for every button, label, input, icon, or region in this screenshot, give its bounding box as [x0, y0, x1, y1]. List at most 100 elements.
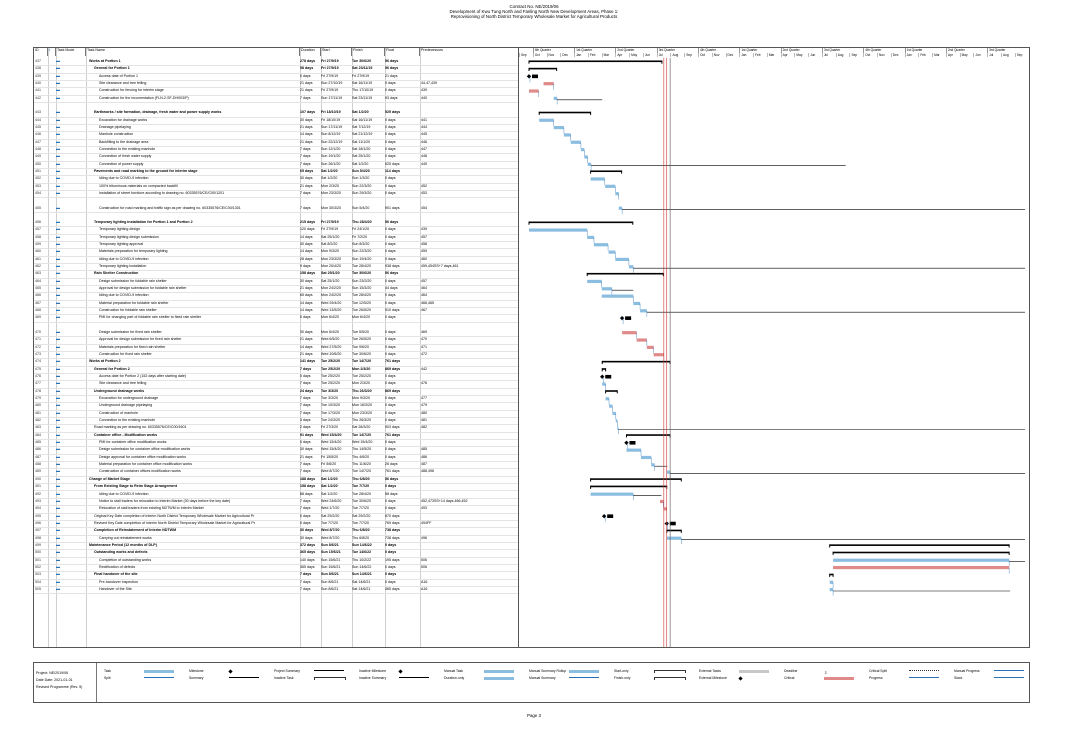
task-row[interactable]: 493 ▬ Notice to stall traders for relocati…	[34, 498, 518, 507]
task-duration: 14 days	[300, 234, 313, 239]
task-row[interactable]: 450 ▬ Connection of power supply 7 days Sun …	[34, 161, 518, 169]
task-start: Sun 15/6/21	[321, 550, 341, 555]
task-row[interactable]: 491 ▬ From Existing Stage to Reim Stage Ar…	[34, 483, 518, 492]
task-finish: Sun 14/6/21	[352, 572, 372, 577]
task-row[interactable]: 498 ▬ Carrying out reinstatement works 30 d…	[34, 535, 518, 543]
task-row[interactable]: 481 ▬ Construction of manhole 7 days Tue 17/…	[34, 410, 518, 419]
task-row[interactable]: 442 ▬ Construction for the incumentation (…	[34, 95, 518, 104]
task-row[interactable]: 447 ▬ Backfilling to the drainage area 21 d…	[34, 139, 518, 147]
task-row[interactable]: 437 ▬ Works at Portion 1 278 days Fri 27/9/1…	[34, 58, 518, 67]
task-row[interactable]: 482 ▬ Connection to the existing manhole 3 …	[34, 417, 518, 426]
legend-label: Critical	[784, 676, 795, 680]
task-row[interactable]: 501 ▬ Completion of outstanding works 140 d…	[34, 557, 518, 565]
task-row[interactable]: 489 ▬ Construction of container offices mo…	[34, 468, 518, 477]
task-row[interactable]: 473 ▬ Construction for fixed rain shelter 2…	[34, 351, 518, 360]
col-predecessors[interactable]: Predecessors	[421, 48, 443, 52]
task-row[interactable]: 497 ▬ Completion of Reinstatement of Inter…	[34, 527, 518, 536]
task-row[interactable]: 463 ▬ Rain Shelter Construction 158 days Sat…	[34, 270, 518, 279]
col-duration[interactable]: Duration	[300, 48, 321, 56]
col-start[interactable]: Start	[321, 48, 352, 56]
task-row[interactable]: 472 ▬ Materials preparation for fixed rain…	[34, 344, 518, 353]
task-row[interactable]: 456 ▬ Temporary lighting installation for …	[34, 219, 518, 228]
task-predecessors: 464	[421, 286, 427, 291]
task-row[interactable]: 496 ▬ Revised Key Date completion of inter…	[34, 520, 518, 529]
task-row[interactable]: 484 ▬ Container office - Modification work…	[34, 432, 518, 441]
task-row[interactable]: 441 ▬ Construction for fencing for interim…	[34, 87, 518, 96]
legend-label: Manual Summary	[529, 676, 556, 680]
task-row[interactable]: 487 ▬ Design approval for container office…	[34, 454, 518, 463]
task-row[interactable]: 439 ▬ Access date of Portion 1 0 days Fri 27…	[34, 73, 518, 81]
task-row[interactable]: 478 ▬ Underground drainage works 24 days Tue…	[34, 388, 518, 397]
task-row[interactable]: 457 ▬ Temporary lighting design 120 days Fri…	[34, 226, 518, 235]
task-row[interactable]: 438 ▬ General for Portion 1 58 days Fri 27/9…	[34, 65, 518, 74]
task-row[interactable]: 466 ▬ Idling due to COVID-9 infection 65 da…	[34, 292, 518, 301]
task-row[interactable]: 448 ▬ Connection to the existing manhole 7 …	[34, 146, 518, 155]
col-task-name[interactable]: Task Name	[86, 48, 300, 56]
task-row[interactable]: 455 ▬ Construction for road marking and tr…	[34, 205, 518, 213]
task-row[interactable]: 476 ▬ Access date for Portion 2 (152 days …	[34, 373, 518, 382]
summary-bar	[829, 544, 1010, 546]
task-bar	[601, 294, 634, 298]
task-row[interactable]: 474 ▬ Works at Portion 2 141 days Tue 25/2/2…	[34, 358, 518, 367]
task-row[interactable]: 458 ▬ Temporary lighting design submission…	[34, 234, 518, 243]
task-row[interactable]: 492 ▬ Idling due to COVID-9 infection 88 da…	[34, 491, 518, 499]
task-row[interactable]: 488 ▬ Material preparation for container o…	[34, 461, 518, 470]
task-row[interactable]: 452 ▬ Idling due to COVID-9 infection 30 da…	[34, 175, 518, 184]
task-row[interactable]: 443 ▬ Earthworks / site formation, drainag…	[34, 109, 518, 118]
task-duration: 141 days	[300, 359, 316, 364]
task-row[interactable]: 446 ▬ Manhole construction 14 days Sun 8/12/…	[34, 131, 518, 140]
task-finish: Sun 23/2/20	[352, 278, 372, 283]
task-row[interactable]: 485 ▬ PMI for container office modificatio…	[34, 439, 518, 448]
task-row[interactable]: 505 ▬ Handover of the Site 7 days Sun 8/6/21…	[34, 586, 518, 595]
task-row[interactable]: 470 ▬ Design submission for fixed rain she…	[34, 329, 518, 338]
task-row[interactable]: 504 ▬ Pre-handover inspection 7 days Sun 8/6…	[34, 579, 518, 587]
task-row[interactable]: 464 ▬ Design submission for foldable rain …	[34, 278, 518, 287]
task-row[interactable]: 465 ▬ Approval for design submission for f…	[34, 285, 518, 294]
task-bar	[529, 228, 588, 232]
task-row[interactable]: 503 ▬ Final handover of the site 7 days Sun …	[34, 571, 518, 580]
task-row[interactable]: 479 ▬ Excavation for underground drainage 7…	[34, 395, 518, 404]
task-row[interactable]: 444 ▬ Excavation for drainage works 30 days…	[34, 117, 518, 125]
task-row[interactable]: 499 ▬ Maintenance Period (12 months of DLP…	[34, 542, 518, 551]
task-row[interactable]: 494 ▬ Relocation of stall traders from exi…	[34, 505, 518, 514]
summary-end-tick	[590, 170, 592, 174]
task-row[interactable]: 460 ▬ Materials preparation for temporary …	[34, 248, 518, 257]
task-row[interactable]: 486 ▬ Design submission for container offi…	[34, 446, 518, 455]
task-row[interactable]: 490 ▬ Change of Market Stage 188 days Sat 1/…	[34, 476, 518, 485]
col-info-icon[interactable]: i	[48, 48, 56, 56]
task-float: 195 days	[385, 557, 400, 562]
task-row[interactable]: 471 ▬ Approval for design submission for f…	[34, 336, 518, 345]
task-duration: 0 days	[300, 440, 311, 445]
task-row[interactable]: 495 ▬ Original Key Date completion of inte…	[34, 513, 518, 521]
task-row[interactable]: 467 ▬ Material preparation for foldable ra…	[34, 300, 518, 309]
task-row[interactable]: 454 ▬ Installation of street furniture acc…	[34, 190, 518, 199]
task-row[interactable]: 462 ▬ Temporary lighting installation 9 day…	[34, 263, 518, 272]
task-row[interactable]: 500 ▬ Outstanding works and defects 365 day…	[34, 549, 518, 558]
task-row[interactable]: 453 ▬ 100% bituminous materials on compact…	[34, 183, 518, 191]
task-row[interactable]: 449 ▬ Connection of fresh water supply 7 da…	[34, 153, 518, 162]
task-row[interactable]: 477 ▬ Site clearance and tree felling 7 day…	[34, 380, 518, 389]
task-row[interactable]: 440 ▬ Site clearance and tree felling 21 da…	[34, 80, 518, 89]
task-row[interactable]: 483 ▬ Road marking as per drawing no. 6033…	[34, 424, 518, 433]
legend-label: Deadline	[784, 669, 798, 673]
task-row[interactable]: 468 ▬ Construction for foldable rain shelt…	[34, 307, 518, 316]
task-row[interactable]: 459 ▬ Temporary lighting approval 30 days Sa…	[34, 241, 518, 250]
task-float: 56 days	[385, 66, 399, 71]
timescale-month: Oct	[532, 53, 547, 57]
task-row[interactable]: 502 ▬ Rectification of defects 365 days Sun …	[34, 564, 518, 573]
milestone-date-label	[625, 316, 632, 320]
col-mode[interactable]: Task Mode	[56, 48, 86, 56]
task-row[interactable]: 445 ▬ Drainage pipelaying 21 days Sun 17/11/…	[34, 124, 518, 133]
col-finish[interactable]: Finish	[352, 48, 385, 56]
task-duration: 7 days	[300, 579, 311, 584]
col-float[interactable]: Float	[385, 48, 420, 56]
task-row[interactable]: 469 ▬ PMI for changing part of foldable ra…	[34, 314, 518, 323]
task-row[interactable]: 451 ▬ Pavements and road marking to the gr…	[34, 168, 518, 177]
task-start: Fri 18/10/19	[321, 110, 341, 115]
task-row[interactable]: 475 ▬ General for Portion 2 7 days Tue 25/2/…	[34, 366, 518, 375]
summary-end-tick	[605, 368, 607, 372]
task-row[interactable]: 480 ▬ Underground drainage pipelaying 7 day…	[34, 402, 518, 411]
col-id[interactable]: ID	[34, 48, 48, 56]
task-row[interactable]: 461 ▬ Idling due to COVID-9 infection 28 da…	[34, 256, 518, 265]
task-bar	[553, 125, 564, 130]
